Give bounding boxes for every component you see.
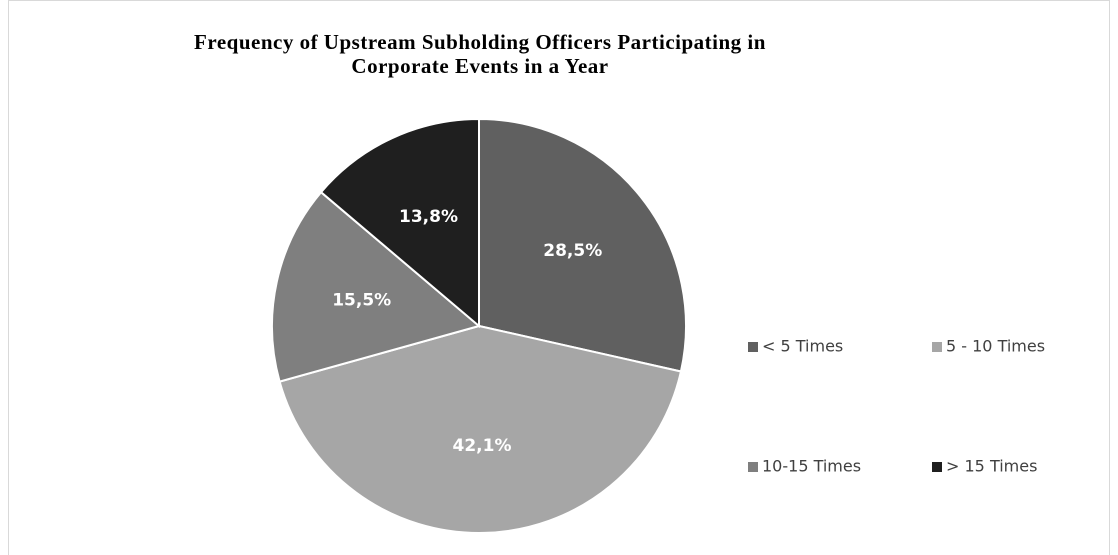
legend-label: > 15 Times <box>946 457 1037 476</box>
chart-title: Frequency of Upstream Subholding Officer… <box>194 30 766 78</box>
legend-label: < 5 Times <box>762 337 843 356</box>
pie-slice <box>319 117 480 329</box>
data-label: 13,8% <box>399 207 458 227</box>
chart-frame <box>8 0 1110 555</box>
legend-label: 10-15 Times <box>762 457 861 476</box>
data-label: 28,5% <box>543 241 602 261</box>
data-label: 42,1% <box>453 436 512 456</box>
pie-slice <box>478 117 687 373</box>
legend-swatch <box>748 462 758 472</box>
legend-swatch <box>932 462 942 472</box>
legend-swatch <box>748 342 758 352</box>
pie-slice <box>271 190 482 383</box>
legend-swatch <box>932 342 942 352</box>
legend-label: 5 - 10 Times <box>946 337 1045 356</box>
pie-slice <box>278 324 683 534</box>
data-label: 15,5% <box>332 290 391 310</box>
